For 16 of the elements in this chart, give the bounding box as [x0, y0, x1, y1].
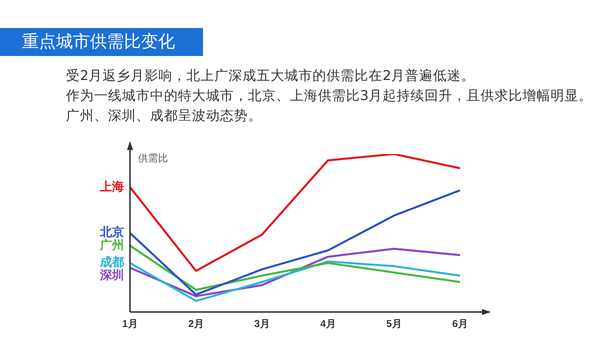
series-label: 成都	[99, 255, 124, 270]
x-tick-label: 3月	[254, 318, 270, 330]
text: 广州、深圳、成都呈波动态势。	[66, 107, 263, 126]
series-label: 北京	[99, 225, 124, 240]
chart-title: 重点城市供需比变化	[0, 28, 203, 56]
text: 作为一线城市中的特大城市，北京、上海供需比3月起持续回升，且供求比增幅明显。	[66, 87, 593, 106]
x-tick-label: 1月	[122, 318, 138, 330]
series-label: 广州	[99, 238, 124, 252]
x-tick-label: 5月	[386, 318, 402, 330]
x-tick-label: 6月	[452, 318, 468, 330]
series-label: 上海	[99, 179, 124, 194]
series-label: 深圳	[99, 268, 124, 282]
x-tick-label: 2月	[188, 318, 204, 330]
y-axis-title: 供需比	[138, 152, 168, 165]
x-tick-label: 4月	[320, 318, 336, 330]
text: 受2月返乡月影响，北上广深成五大城市的供需比在2月普遍低迷。	[66, 67, 476, 86]
